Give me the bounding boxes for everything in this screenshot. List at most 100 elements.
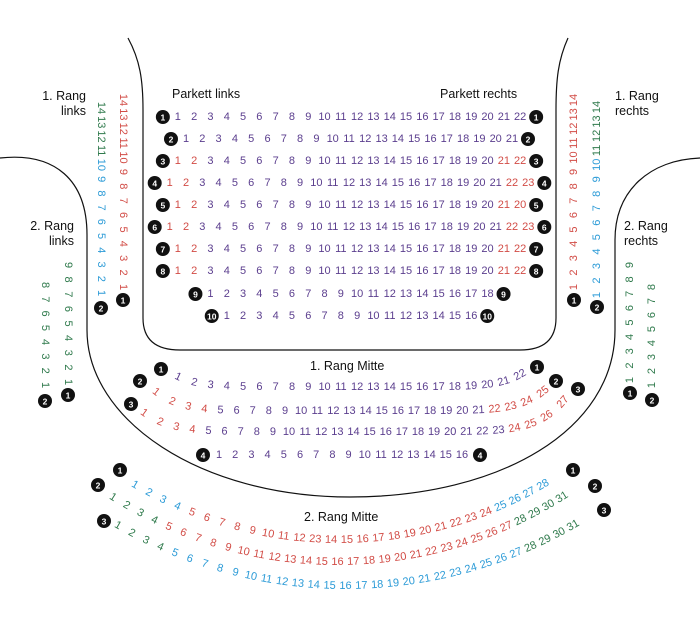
seat-2-rang-mitte[interactable]: 27 xyxy=(498,519,514,535)
seat-rang2-rechts[interactable]: 2 xyxy=(624,363,636,369)
seat-1-rang-mitte[interactable]: 8 xyxy=(329,449,335,461)
seat-parkett[interactable]: 5 xyxy=(240,111,246,123)
seat-parkett[interactable]: 4 xyxy=(224,265,230,277)
seat-1-rang-mitte[interactable]: 1 xyxy=(216,449,222,461)
seat-2-rang-mitte[interactable]: 26 xyxy=(493,551,509,566)
seat-rang1-links[interactable]: 10 xyxy=(95,159,107,171)
seat-parkett[interactable]: 11 xyxy=(368,288,379,300)
seat-parkett[interactable]: 3 xyxy=(207,111,213,123)
seat-parkett[interactable]: 14 xyxy=(384,199,396,211)
seat-1-rang-mitte[interactable]: 4 xyxy=(265,449,271,461)
seat-parkett[interactable]: 15 xyxy=(392,177,404,189)
seat-2-rang-mitte[interactable]: 11 xyxy=(252,548,265,562)
seat-2-rang-mitte[interactable]: 29 xyxy=(537,532,553,548)
seat-1-rang-mitte[interactable]: 6 xyxy=(233,405,239,417)
seat-2-rang-mitte[interactable]: 3 xyxy=(141,534,152,547)
seat-rang1-rechts[interactable]: 14 xyxy=(591,101,603,113)
seat-parkett[interactable]: 19 xyxy=(465,155,477,167)
seat-parkett[interactable]: 3 xyxy=(256,310,262,322)
seat-parkett[interactable]: 17 xyxy=(465,288,477,300)
seat-2-rang-mitte[interactable]: 19 xyxy=(403,527,417,541)
seat-2-rang-mitte[interactable]: 8 xyxy=(208,537,217,550)
seat-1-rang-mitte[interactable]: 19 xyxy=(428,426,440,438)
seat-parkett[interactable]: 17 xyxy=(433,111,445,123)
seat-1-rang-mitte[interactable]: 19 xyxy=(465,380,478,393)
seat-parkett[interactable]: 10 xyxy=(327,133,339,145)
seat-parkett[interactable]: 18 xyxy=(449,111,461,123)
seat-parkett[interactable]: 6 xyxy=(256,243,262,255)
seat-2-rang-mitte[interactable]: 3 xyxy=(135,506,146,519)
seat-parkett[interactable]: 20 xyxy=(481,265,493,277)
seat-rang1-links[interactable]: 5 xyxy=(95,233,107,239)
seat-parkett[interactable]: 8 xyxy=(289,199,295,211)
seat-parkett[interactable]: 16 xyxy=(416,265,428,277)
seat-parkett[interactable]: 8 xyxy=(321,288,327,300)
seat-2-rang-mitte[interactable]: 10 xyxy=(236,544,251,558)
seat-rang2-links[interactable]: 1 xyxy=(62,379,74,385)
seat-2-rang-mitte[interactable]: 8 xyxy=(215,562,224,575)
seat-parkett[interactable]: 15 xyxy=(400,265,412,277)
seat-1-rang-mitte[interactable]: 15 xyxy=(440,449,452,461)
seat-rang1-rechts[interactable]: 5 xyxy=(591,234,603,240)
seat-2-rang-mitte[interactable]: 9 xyxy=(248,524,257,537)
seat-parkett[interactable]: 5 xyxy=(248,133,254,145)
seat-rang1-links[interactable]: 6 xyxy=(95,219,107,225)
seat-1-rang-mitte[interactable]: 1 xyxy=(173,370,184,383)
seat-parkett[interactable]: 17 xyxy=(433,155,445,167)
seat-rang1-rechts[interactable]: 13 xyxy=(591,115,603,127)
seat-1-rang-mitte[interactable]: 1 xyxy=(150,385,162,398)
seat-parkett[interactable]: 10 xyxy=(351,288,363,300)
seat-parkett[interactable]: 17 xyxy=(424,177,436,189)
seat-1-rang-mitte[interactable]: 12 xyxy=(315,426,327,438)
seat-parkett[interactable]: 13 xyxy=(400,288,412,300)
seat-rang2-rechts[interactable]: 8 xyxy=(646,284,658,290)
seat-1-rang-mitte[interactable]: 21 xyxy=(472,404,485,417)
seat-parkett[interactable]: 2 xyxy=(224,288,230,300)
seat-1-rang-mitte[interactable]: 23 xyxy=(492,424,505,437)
seat-rang1-rechts[interactable]: 4 xyxy=(568,241,580,247)
seat-rang1-links[interactable]: 2 xyxy=(95,276,107,282)
seat-parkett[interactable]: 16 xyxy=(449,288,461,300)
seat-2-rang-mitte[interactable]: 14 xyxy=(299,554,312,567)
seat-parkett[interactable]: 3 xyxy=(216,133,222,145)
seat-rang2-links[interactable]: 3 xyxy=(62,350,74,356)
seat-rang1-rechts[interactable]: 13 xyxy=(568,108,580,120)
seat-1-rang-mitte[interactable]: 8 xyxy=(254,426,260,438)
seat-parkett[interactable]: 8 xyxy=(289,265,295,277)
seat-parkett[interactable]: 9 xyxy=(305,265,311,277)
seat-rang1-links[interactable]: 8 xyxy=(95,190,107,196)
seat-parkett[interactable]: 5 xyxy=(232,221,238,233)
seat-parkett[interactable]: 13 xyxy=(359,221,371,233)
seat-1-rang-mitte[interactable]: 2 xyxy=(167,395,177,408)
seat-parkett[interactable]: 22 xyxy=(514,155,526,167)
seat-2-rang-mitte[interactable]: 29 xyxy=(526,505,542,521)
seat-2-rang-mitte[interactable]: 25 xyxy=(469,531,485,546)
seat-1-rang-mitte[interactable]: 20 xyxy=(481,378,495,391)
seat-2-rang-mitte[interactable]: 5 xyxy=(187,506,197,519)
seat-1-rang-mitte[interactable]: 19 xyxy=(440,405,452,417)
seat-parkett[interactable]: 4 xyxy=(224,199,230,211)
seat-1-rang-mitte[interactable]: 8 xyxy=(289,381,295,393)
seat-2-rang-mitte[interactable]: 20 xyxy=(418,524,433,538)
seat-parkett[interactable]: 7 xyxy=(264,177,270,189)
seat-parkett[interactable]: 9 xyxy=(297,221,303,233)
seat-parkett[interactable]: 19 xyxy=(473,133,485,145)
seat-parkett[interactable]: 12 xyxy=(359,133,371,145)
seat-parkett[interactable]: 16 xyxy=(416,111,428,123)
seat-rang1-links[interactable]: 4 xyxy=(117,241,129,247)
seat-rang1-rechts[interactable]: 6 xyxy=(591,220,603,226)
seat-parkett[interactable]: 18 xyxy=(449,243,461,255)
seat-parkett[interactable]: 17 xyxy=(441,133,453,145)
seat-parkett[interactable]: 6 xyxy=(289,288,295,300)
seat-parkett[interactable]: 11 xyxy=(335,243,346,255)
seat-parkett[interactable]: 12 xyxy=(351,265,363,277)
seat-parkett[interactable]: 8 xyxy=(289,155,295,167)
seat-1-rang-mitte[interactable]: 3 xyxy=(184,400,193,413)
seat-1-rang-mitte[interactable]: 7 xyxy=(238,426,244,438)
seat-parkett[interactable]: 7 xyxy=(273,155,279,167)
seat-parkett[interactable]: 11 xyxy=(327,177,338,189)
seat-parkett[interactable]: 9 xyxy=(305,155,311,167)
seat-1-rang-mitte[interactable]: 27 xyxy=(554,393,571,410)
seat-rang1-rechts[interactable]: 10 xyxy=(568,151,580,163)
seat-1-rang-mitte[interactable]: 15 xyxy=(363,426,375,438)
